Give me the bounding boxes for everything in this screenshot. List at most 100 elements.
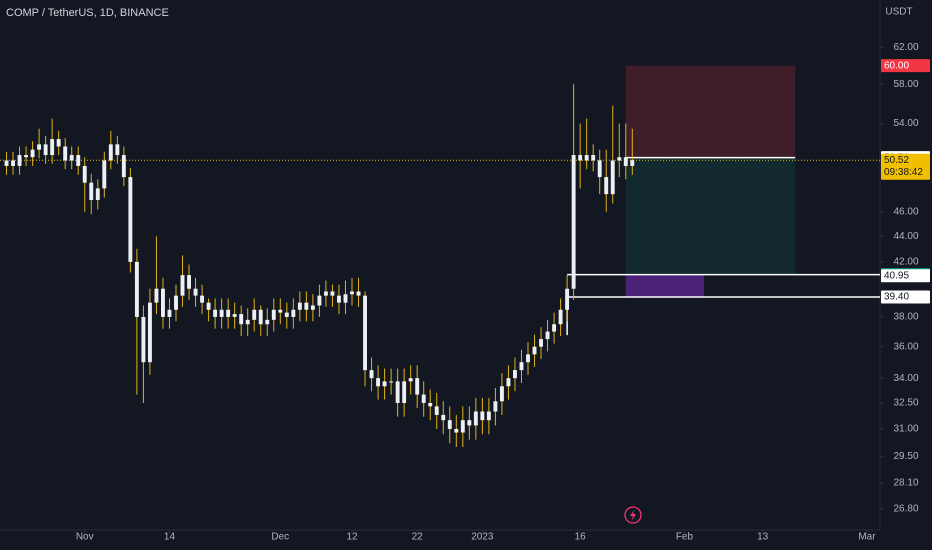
candle-body [519,362,524,371]
stop-label-bg [881,59,930,73]
candle-body [389,381,394,383]
candle-body [108,144,113,161]
candle-body [356,291,361,296]
candle-body [304,302,309,310]
candle-body [200,295,205,303]
candle-body [539,339,543,347]
candle-body [82,165,87,183]
y-tick-label: 46.00 [893,206,918,217]
candle-body [350,291,354,295]
candle-body [369,370,374,379]
candle-body [499,386,504,402]
candle-body [395,381,400,403]
candle-body [415,378,420,395]
alert-circle[interactable] [624,506,642,524]
y-tick-label: 58.00 [893,79,918,90]
candle-body [460,420,465,433]
x-tick-label: Dec [271,532,289,543]
candle-body [558,309,563,325]
candle-body [545,331,550,340]
candle-body [258,309,263,325]
candle-body [89,182,94,200]
candle-body [213,309,218,317]
candle-body [271,309,276,320]
candle-body [623,157,628,166]
candle-body [174,295,178,310]
candle-body [232,314,237,317]
candle-body [121,155,126,178]
candle-body [11,160,15,166]
candle-body [513,370,517,379]
candle-body [128,177,133,262]
candle-body [24,155,29,158]
y-tick-label: 38.00 [893,312,918,323]
candle-body [310,305,315,310]
candle-body [591,155,596,161]
x-tick-label: 22 [412,532,424,543]
candle-body [154,288,159,303]
y-unit: USDT [885,7,912,18]
alert-bolt[interactable] [630,509,636,522]
candle-body [552,324,557,332]
y-tick-label: 36.00 [893,341,918,352]
x-tick-label: 2023 [471,532,494,543]
candle-body [578,155,583,161]
candle-body [167,309,172,317]
candle-body [473,411,478,426]
candle-body [376,378,381,387]
level-label-bg [881,290,930,304]
candle-body [284,312,289,317]
y-tick-label: 42.00 [893,257,918,268]
candle-body [43,144,48,156]
y-tick-label: 31.00 [893,424,918,435]
candle-body [115,144,120,156]
candle-body [421,394,426,403]
candle-body [37,144,42,150]
countdown: 09:38:42 [884,167,923,178]
x-tick-label: Feb [676,532,694,543]
candle-body [506,378,511,387]
candle-body [219,309,224,317]
candle-body [363,295,367,371]
candle-body [252,309,257,320]
candle-body [441,414,446,421]
candle-body [291,309,296,317]
x-tick-label: 16 [575,532,587,543]
candle-body [597,160,602,178]
candle-body [147,302,152,363]
stop-zone [625,65,796,158]
candle-body [526,354,530,363]
candle-body [63,146,68,161]
y-tick-label: 29.50 [893,451,918,462]
candle-body [245,319,250,325]
candle-body [447,420,452,429]
candle-body [565,288,570,310]
y-tick-label: 62.00 [893,42,918,53]
chart-title: COMP / TetherUS, 1D, BINANCE [6,7,169,19]
candle-body [134,261,139,317]
candle-body [4,160,9,166]
candle-body [343,294,348,303]
candle-body [317,295,322,306]
level-label: 39.40 [884,292,909,303]
target-zone [625,157,796,275]
candle-body [428,402,433,407]
candle-body [56,139,61,147]
candle-body [76,155,81,166]
candle-body [493,401,498,412]
candle-body [102,160,107,189]
y-tick-label: 32.50 [893,398,918,409]
candle-body [480,411,485,421]
candle-body [161,288,165,317]
candle-body [402,381,407,403]
x-tick-label: 12 [346,532,358,543]
candle-body [50,139,55,156]
x-tick-label: 13 [757,532,769,543]
candle-body [187,275,191,289]
candle-body [69,155,74,161]
last-price-label: 50.52 [884,155,909,166]
alert-icon[interactable] [624,506,642,524]
y-tick-label: 54.00 [893,118,918,129]
